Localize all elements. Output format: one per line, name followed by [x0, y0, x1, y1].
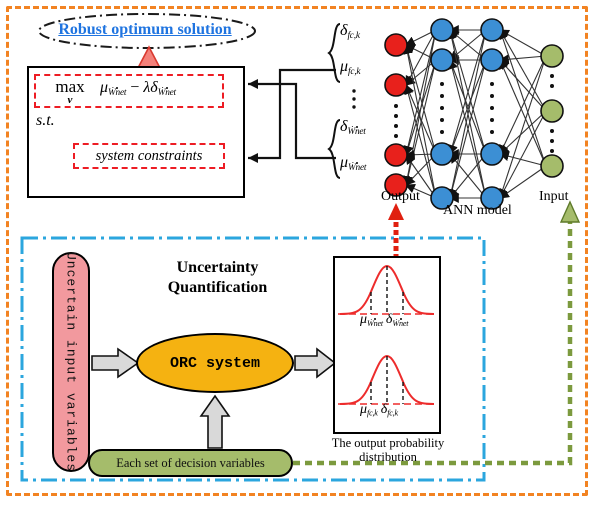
- distribution-caption-line2: distribution: [359, 450, 417, 465]
- max-variable-label: v: [67, 93, 73, 106]
- output-node: [384, 33, 408, 57]
- wnet-gaussian-curve: [338, 264, 436, 315]
- bracket-ellipsis-dots: [352, 89, 356, 109]
- uncertain-input-label: Uncertain input variables: [63, 251, 79, 473]
- fck-delta-subscript: fc,k: [387, 408, 398, 418]
- distribution-caption-line1: The output probability: [331, 436, 445, 450]
- mu-fck-label: μfc,k: [340, 58, 361, 77]
- objective-dashed-box: [34, 74, 224, 108]
- bracket-wnet-glyph: [327, 119, 341, 179]
- mu-fck-symbol: μ: [340, 58, 349, 75]
- decision-variables-label-wrap: Each set of decision variables: [88, 449, 293, 477]
- hidden-node: [430, 142, 454, 166]
- hidden-node: [480, 142, 504, 166]
- gray-arrow-orc-to-distribution: [294, 347, 337, 379]
- mu-symbol: μ: [100, 79, 109, 96]
- mu-fck-subscript: fc,k: [348, 66, 361, 77]
- ann-network: [384, 18, 564, 210]
- delta-wnet-symbol: δ: [340, 118, 348, 135]
- title-ellipse: [38, 13, 256, 49]
- wnet-curve-labels: μẆnet δẆnet: [360, 312, 408, 328]
- output-node: [384, 73, 408, 97]
- system-constraints-label: system constraints: [95, 147, 203, 164]
- delta-subscript: Ẇnet: [157, 87, 176, 98]
- uq-title-line1: Uncertainty: [176, 259, 259, 276]
- delta-fck-label: δfc,k: [340, 22, 360, 41]
- hidden-node: [430, 18, 454, 42]
- red-arrow-output: [388, 203, 404, 259]
- gray-arrow-decisions-to-orc: [199, 394, 231, 449]
- wnet-delta-symbol: δ: [385, 312, 393, 327]
- mu-wnet-subscript: Ẇnet: [348, 162, 367, 173]
- delta-symbol: δ: [150, 79, 158, 96]
- hidden-node: [430, 48, 454, 72]
- decision-variables-pill: [88, 449, 293, 477]
- outer-orange-frame: [6, 6, 588, 496]
- optimization-box: [27, 66, 245, 198]
- input-node: [540, 154, 564, 178]
- fck-gaussian-curve: [338, 354, 436, 405]
- gray-arrow-input-to-orc: [91, 347, 140, 379]
- hidden-node: [480, 18, 504, 42]
- fck-mu-symbol: μ: [360, 402, 368, 417]
- orc-system-label-wrap: ORC system: [136, 333, 294, 393]
- input-node: [540, 44, 564, 68]
- mu-wnet-label: μẆnet: [340, 154, 366, 173]
- input-node: [540, 99, 564, 123]
- bracket-fck-glyph: [327, 23, 341, 83]
- output-node: [384, 143, 408, 167]
- max-operator-block: max v: [40, 76, 100, 108]
- uncertainty-quantification-title: Uncertainty Quantification: [130, 258, 305, 298]
- decision-variables-label: Each set of decision variables: [116, 455, 265, 470]
- fck-curve-labels: μfc,k δfc,k: [360, 402, 398, 418]
- ann-input-label: Input: [539, 189, 569, 204]
- lambda-symbol: λ: [143, 79, 151, 96]
- uq-title-line2: Quantification: [167, 279, 268, 296]
- inner-blue-frame: [20, 236, 486, 482]
- page-title: Robust optimum solution: [58, 21, 232, 38]
- uncertain-input-pill: [52, 252, 90, 472]
- subject-to-label: s.t.: [36, 112, 55, 129]
- minus-symbol: −: [130, 79, 140, 96]
- uncertain-input-label-wrap: Uncertain input variables: [52, 252, 90, 472]
- ann-output-label: Output: [381, 189, 420, 204]
- fck-mu-subscript: fc,k: [367, 408, 378, 418]
- constraints-dashed-box: [73, 143, 225, 169]
- mu-wnet-symbol: μ: [340, 154, 349, 171]
- delta-fck-subscript: fc,k: [347, 30, 360, 41]
- ann-model-label: ANN model: [443, 203, 512, 218]
- ann-to-optimization-connectors: [248, 68, 336, 163]
- delta-fck-symbol: δ: [340, 22, 348, 39]
- objective-expression: μẆnet − λδẆnet: [100, 79, 176, 98]
- green-feedback-path: [293, 200, 581, 466]
- distribution-caption: The output probability distribution: [320, 436, 456, 465]
- fck-delta-symbol: δ: [380, 402, 388, 417]
- delta-wnet-subscript: Ẇnet: [347, 126, 366, 137]
- wnet-mu-symbol: μ: [360, 312, 368, 327]
- wnet-mu-subscript: Ẇnet: [367, 318, 383, 328]
- wnet-delta-subscript: Ẇnet: [392, 318, 409, 328]
- mu-subscript: Ẇnet: [108, 87, 127, 98]
- hidden-node: [480, 48, 504, 72]
- delta-wnet-label: δẆnet: [340, 118, 366, 137]
- max-operator-label: max: [55, 77, 85, 97]
- orc-system-label: ORC system: [169, 354, 260, 372]
- orc-system-ellipse: [136, 333, 294, 393]
